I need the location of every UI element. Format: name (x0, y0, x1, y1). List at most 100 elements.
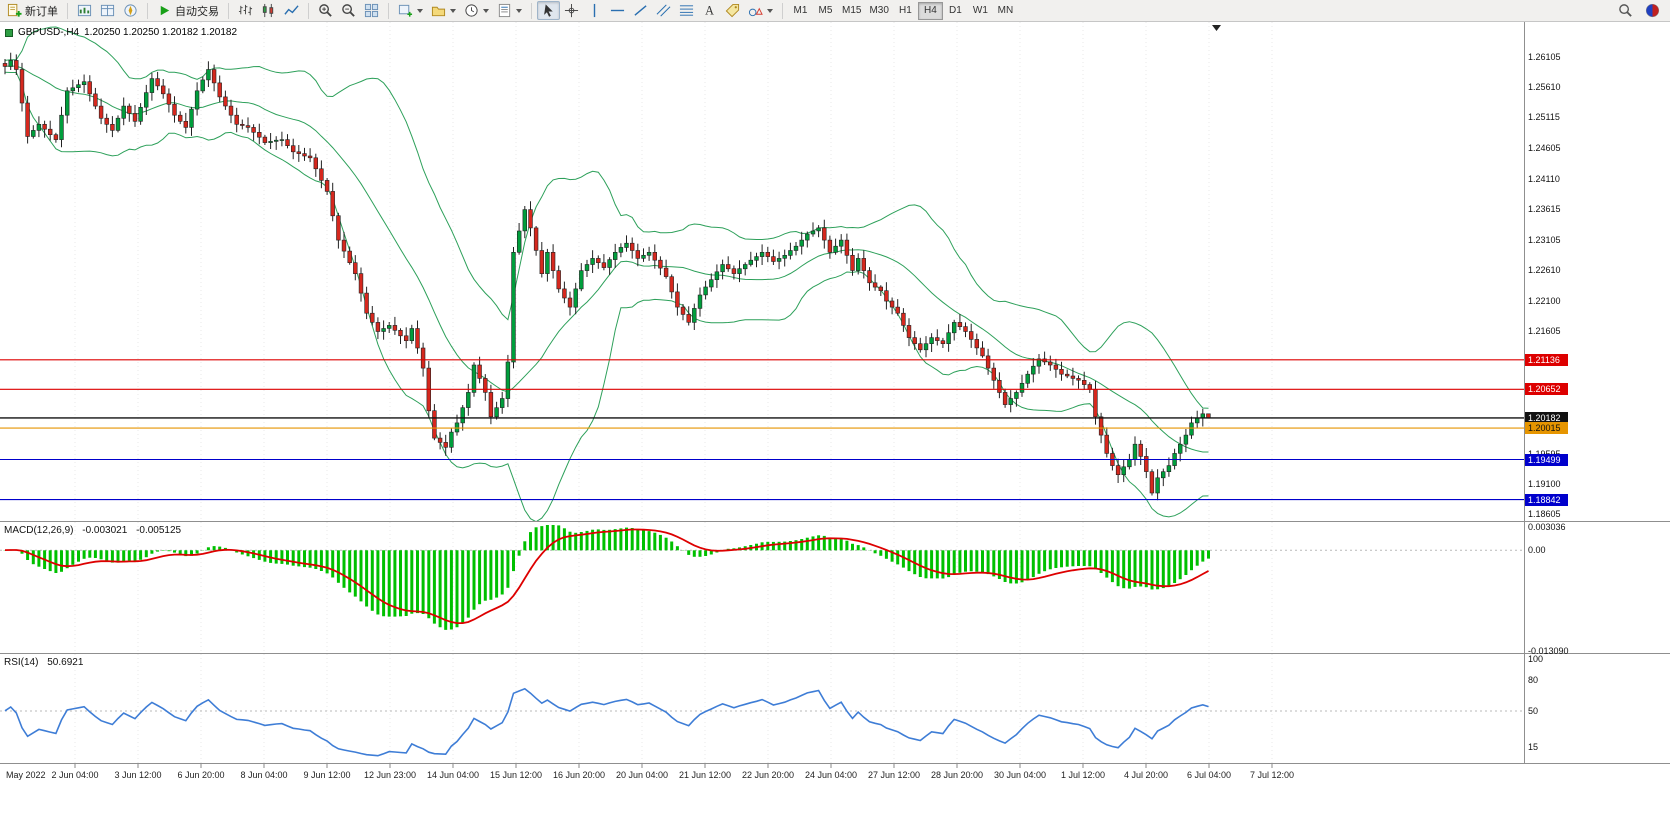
candle (550, 244, 556, 279)
tile-button[interactable] (360, 1, 383, 20)
candle (149, 72, 155, 101)
candle (867, 267, 872, 291)
candle (929, 333, 934, 352)
candle (663, 259, 669, 279)
timeframe-m5-button[interactable]: M5 (818, 5, 833, 16)
candle (14, 54, 19, 75)
candle (782, 249, 787, 267)
candle (511, 247, 516, 369)
timeframe-m15-button[interactable]: M15 (842, 5, 862, 16)
time-axis-label: 30 Jun 04:00 (993, 770, 1047, 780)
text-tool-button[interactable]: A (698, 1, 721, 20)
candle (742, 262, 748, 276)
zoom-out-button[interactable] (337, 1, 360, 20)
shapes-tool-button[interactable] (744, 1, 777, 20)
candle (178, 111, 183, 125)
timeframe-m1-button[interactable]: M1 (793, 5, 808, 16)
template-button[interactable] (493, 1, 526, 20)
toolbar-group-autotrade: 自动交易 (150, 0, 226, 22)
cursor-tool-button[interactable] (537, 1, 560, 20)
candle (499, 391, 505, 414)
zoom-in-button[interactable] (314, 1, 337, 20)
search-icon (1619, 4, 1632, 17)
autotrade-button[interactable]: 自动交易 (153, 1, 223, 20)
price-axis-label: 1.26105 (1528, 52, 1561, 62)
price-axis-label: 1.25115 (1528, 112, 1560, 123)
rsi-axis-label: 15 (1528, 742, 1539, 753)
price-scale[interactable]: 1.26105 1.25610 1.25115 1.24605 1.24110 1.236… (1524, 22, 1670, 808)
chevron-down-icon (450, 8, 456, 13)
fibo-tool-button[interactable] (675, 1, 698, 20)
timeframe-w1-button[interactable]: W1 (972, 5, 988, 16)
candle (302, 147, 307, 161)
time-axis-label: 2 Jun 04:00 (51, 770, 99, 780)
price-axis-label: 1.24605 (1528, 143, 1561, 154)
chart-canvas[interactable] (0, 22, 1670, 829)
time-axis-label: 12 Jun 23:00 (363, 770, 417, 780)
candle (1048, 355, 1053, 371)
timeframe-m30-button[interactable]: M30 (869, 5, 889, 16)
rsi-axis-label: 50 (1528, 706, 1539, 716)
channel-tool-button[interactable] (652, 1, 675, 20)
timeframe-mn-button[interactable]: MN (997, 5, 1014, 16)
time-axis-label: 7 Jul 12:00 (1249, 770, 1295, 780)
candle (206, 61, 211, 87)
candles-chart-button[interactable] (257, 1, 280, 20)
candle (104, 113, 109, 133)
candle (2, 59, 8, 75)
candle (612, 243, 618, 268)
timeframe-d1-button[interactable]: D1 (949, 5, 962, 16)
time-axis-label: 3 Jun 12:00 (114, 770, 162, 780)
profiles-button[interactable] (427, 1, 460, 20)
search-button[interactable] (1614, 1, 1637, 20)
navigator-button[interactable] (119, 1, 142, 20)
candle (788, 242, 793, 260)
candle (1076, 375, 1081, 389)
zoom-out-icon (342, 4, 355, 17)
grid-lines (74, 22, 1273, 768)
new-order-button[interactable]: 新订单 (3, 1, 62, 20)
candle (1121, 459, 1126, 483)
candle (1087, 382, 1093, 393)
chart-shift-marker-icon[interactable] (1212, 25, 1221, 31)
rsi-axis-label: 100 (1528, 654, 1544, 664)
time-axis-label: 1 Jul 12:00 (1060, 770, 1106, 780)
market-watch-button[interactable] (73, 1, 96, 20)
crosshair-tool-button[interactable] (560, 1, 583, 20)
bollinger-bands (4, 26, 1209, 521)
candle (884, 282, 889, 310)
bars-chart-button[interactable] (234, 1, 257, 20)
vline-tool-button[interactable] (583, 1, 606, 20)
data-window-button[interactable] (96, 1, 119, 20)
candle (87, 75, 92, 102)
candle (81, 74, 87, 93)
rsi-params: RSI(14) (4, 657, 39, 668)
timeframe-h4-button[interactable]: H4 (917, 1, 943, 20)
trendline-tool-button[interactable] (629, 1, 652, 20)
candle (93, 87, 98, 110)
candle (1031, 358, 1036, 383)
new-chart-button[interactable] (394, 1, 427, 20)
time-axis-label: 22 Jun 20:00 (741, 770, 795, 780)
time-axis[interactable]: May 2022 2 Jun 04:00 3 Jun 12:00 6 Jun 20:0… (0, 765, 1524, 789)
candle (675, 283, 680, 316)
candle (211, 64, 217, 92)
candle (737, 260, 742, 283)
timeframe-h1-button[interactable]: H1 (899, 5, 912, 16)
toolbar-separator (67, 2, 68, 19)
candle (669, 274, 674, 299)
toolbar-group-timeframes: M1 M5 M15 M30 H1 H4 D1 W1 MN (785, 0, 1021, 22)
autotrade-button-label: 自动交易 (175, 5, 219, 18)
clock-button[interactable] (460, 1, 493, 20)
account-icon (1645, 3, 1660, 18)
label-tool-button[interactable] (721, 1, 744, 20)
hline-tool-button[interactable] (606, 1, 629, 20)
account-button[interactable] (1641, 1, 1664, 20)
candle (194, 82, 200, 116)
line-chart-button[interactable] (280, 1, 303, 20)
candle (1025, 370, 1030, 388)
candle (386, 322, 392, 333)
template-icon (498, 3, 511, 18)
toolbar-group-drawing: A (534, 0, 780, 22)
candle (189, 106, 194, 136)
